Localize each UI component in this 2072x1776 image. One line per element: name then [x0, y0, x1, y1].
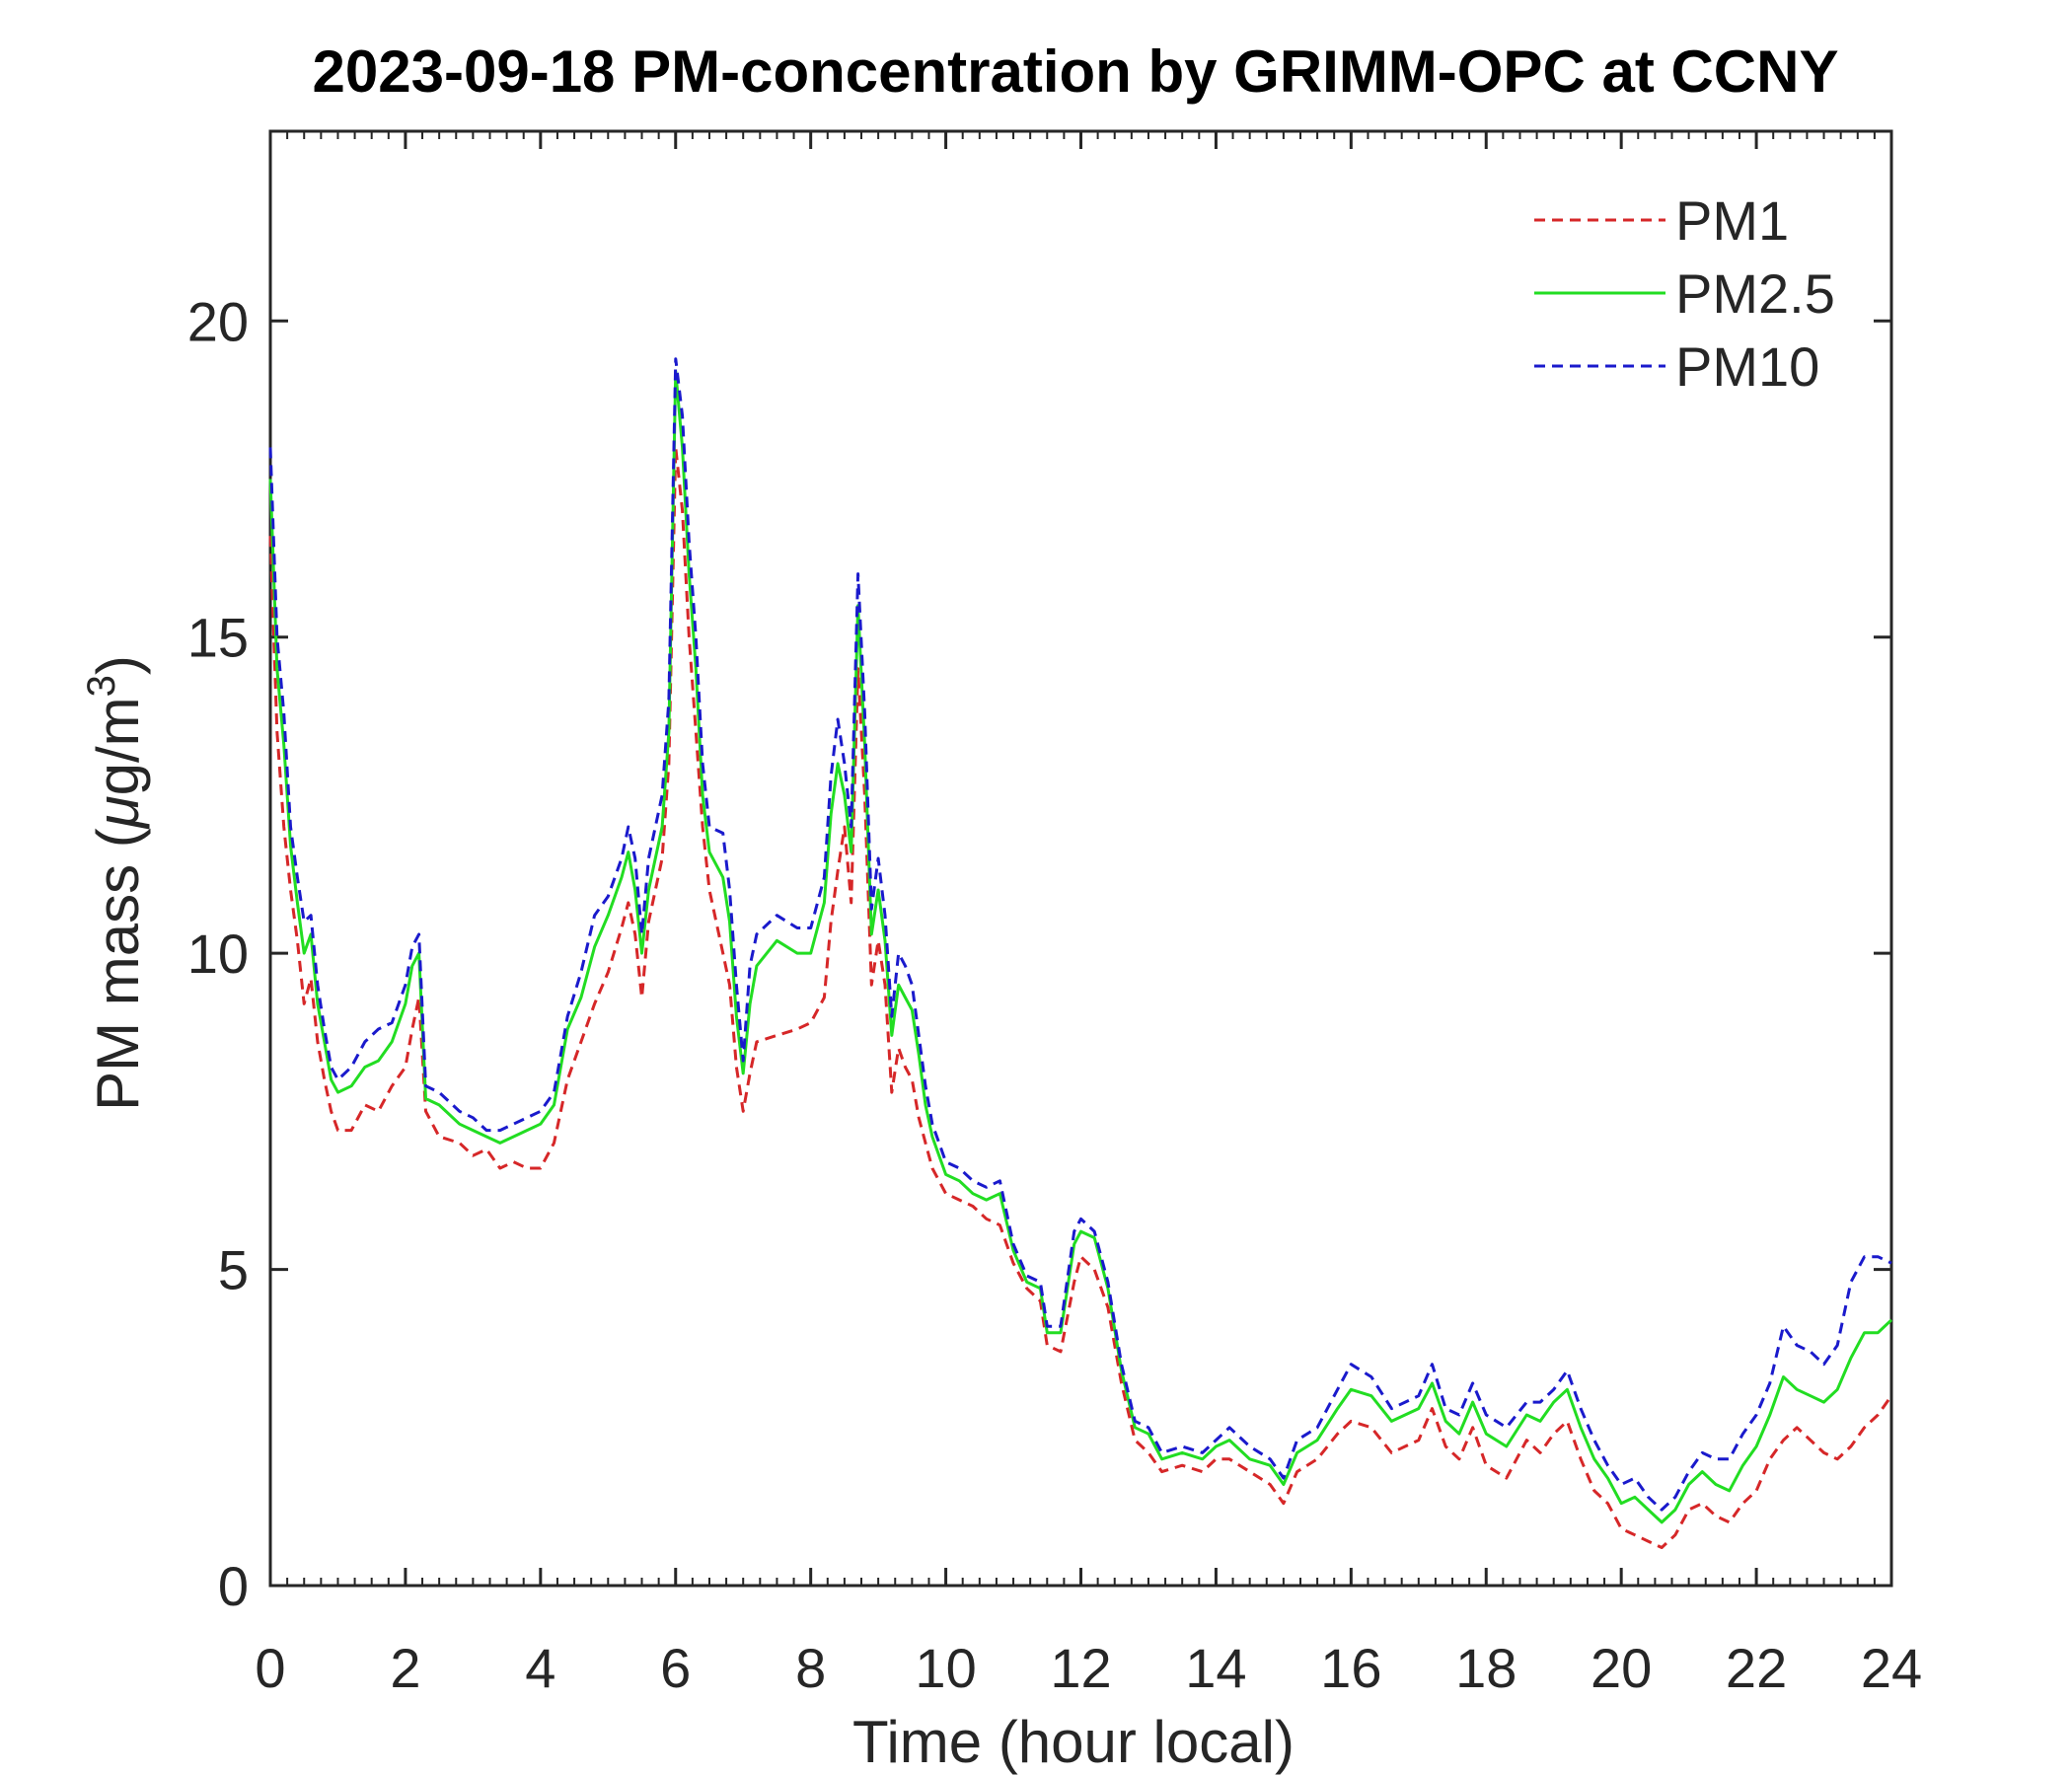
y-tick-label: 10: [187, 923, 249, 985]
x-tick-label: 6: [660, 1637, 691, 1699]
legend: PM1 PM2.5 PM10: [1534, 189, 1835, 398]
y-axis-label-mu: μ: [85, 795, 151, 830]
x-tick-label: 18: [1455, 1637, 1517, 1699]
y-axis-label-main: PM mass (: [85, 828, 151, 1111]
legend-label: PM2.5: [1675, 262, 1835, 325]
legend-label: PM10: [1675, 335, 1819, 398]
series-line-pm25: [268, 370, 1893, 1524]
x-tick-label: 8: [795, 1637, 826, 1699]
x-axis-label: Time (hour local): [852, 1709, 1295, 1775]
x-tick-label: 2: [390, 1637, 420, 1699]
y-axis-label-exponent: 3: [80, 675, 123, 697]
x-tick-label: 14: [1185, 1637, 1246, 1699]
x-tick-label: 10: [915, 1637, 976, 1699]
x-tick-label: 12: [1050, 1637, 1111, 1699]
y-axis-label-unit: g/m: [85, 697, 151, 795]
x-tick-label: 16: [1320, 1637, 1381, 1699]
y-tick-label: 0: [218, 1555, 249, 1617]
x-tick-label: 0: [255, 1637, 285, 1699]
plot-area: [268, 129, 1893, 1588]
y-tick-label: 20: [187, 290, 249, 352]
y-tick-label: 15: [187, 607, 249, 669]
y-axis-label: PM mass (μg/m3): [80, 655, 151, 1111]
x-tick-label: 24: [1861, 1637, 1922, 1699]
series-line-pm10: [268, 357, 1892, 1512]
x-tick-label: 4: [525, 1637, 555, 1699]
x-tick-label: 22: [1726, 1637, 1787, 1699]
y-axis-label-close: ): [85, 655, 151, 675]
chart-title: 2023-09-18 PM-concentration by GRIMM-OPC…: [313, 38, 1839, 105]
series-layer: [268, 357, 1893, 1549]
series-line-pm1: [268, 445, 1893, 1549]
legend-label: PM1: [1675, 189, 1789, 252]
y-tick-label: 5: [218, 1239, 249, 1301]
x-tick-label: 20: [1591, 1637, 1652, 1699]
axis-ticks: [268, 131, 1893, 1588]
